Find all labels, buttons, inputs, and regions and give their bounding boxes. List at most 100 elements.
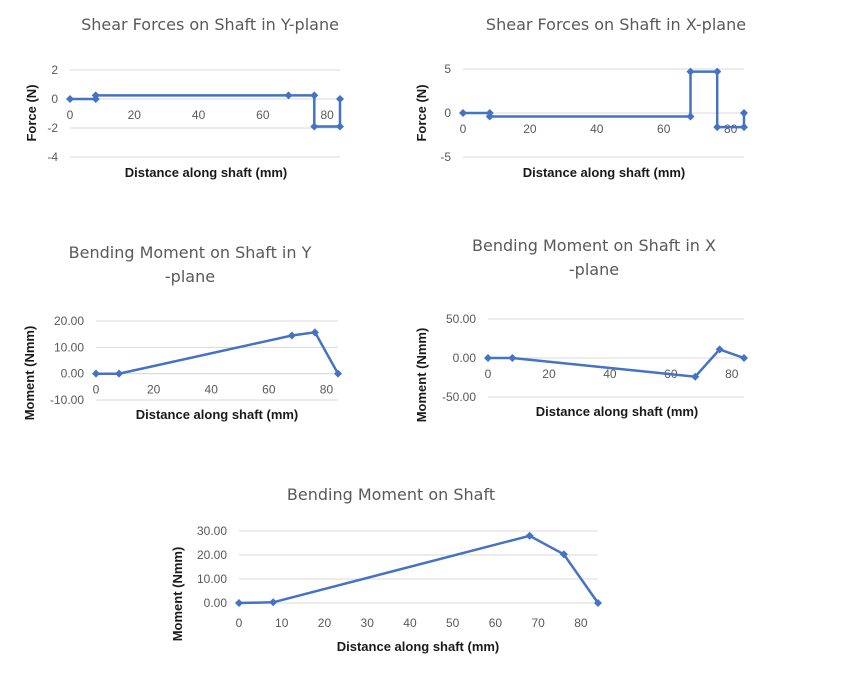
series-line bbox=[96, 330, 340, 375]
y-tick-label: -10.00 bbox=[50, 393, 84, 407]
data-point-marker bbox=[92, 369, 100, 378]
y-axis-title: Moment (Nmm) bbox=[414, 328, 429, 423]
x-tick-label: 20 bbox=[318, 616, 332, 630]
x-tick-label: 60 bbox=[256, 108, 270, 122]
chart-shear-y: Shear Forces on Shaft in Y-plane Distanc… bbox=[24, 15, 344, 180]
y-tick-label: 30.00 bbox=[197, 524, 227, 538]
data-point-marker bbox=[559, 550, 568, 559]
data-point-marker bbox=[310, 328, 319, 337]
y-tick-label: 10.00 bbox=[54, 340, 84, 354]
y-axis-title: Moment (Nmm) bbox=[170, 547, 185, 642]
y-tick-label: -2 bbox=[47, 121, 58, 135]
x-tick-label: 80 bbox=[574, 616, 588, 630]
x-tick-label: 40 bbox=[205, 383, 219, 397]
chart-title-line-1: Bending Moment on Shaft in Y bbox=[69, 243, 312, 262]
data-point-marker bbox=[713, 123, 722, 132]
y-tick-label: 50.00 bbox=[446, 312, 476, 326]
x-tick-label: 30 bbox=[361, 616, 375, 630]
data-point-marker bbox=[310, 91, 319, 100]
data-point-marker bbox=[287, 331, 296, 340]
y-tick-label: 0 bbox=[51, 92, 58, 106]
x-tick-label: 40 bbox=[603, 367, 617, 381]
chart-moment-total: Bending Moment on Shaft Distance along s… bbox=[170, 485, 602, 654]
series-line bbox=[238, 534, 600, 605]
y-tick-label: 20.00 bbox=[197, 548, 227, 562]
y-tick-label: -4 bbox=[47, 150, 58, 164]
data-point-marker bbox=[336, 95, 344, 103]
data-point-marker bbox=[484, 354, 492, 362]
data-point-marker bbox=[691, 372, 700, 381]
x-tick-label: 0 bbox=[67, 108, 74, 122]
series-line bbox=[463, 70, 746, 129]
data-point-marker bbox=[91, 91, 100, 100]
y-tick-label: -50.00 bbox=[442, 390, 476, 404]
chart-moment-y: Bending Moment on Shaft in Y -plane Dist… bbox=[22, 243, 342, 422]
chart-title: Shear Forces on Shaft in Y-plane bbox=[81, 15, 339, 34]
data-point-marker bbox=[336, 122, 344, 131]
data-point-marker bbox=[485, 112, 494, 121]
data-point-marker bbox=[713, 67, 722, 76]
data-point-marker bbox=[686, 112, 695, 121]
x-tick-label: 80 bbox=[320, 108, 334, 122]
data-point-marker bbox=[715, 345, 724, 354]
x-tick-label: 20 bbox=[542, 367, 556, 381]
chart-title: Bending Moment on Shaft bbox=[287, 485, 495, 504]
x-tick-label: 60 bbox=[657, 122, 671, 136]
x-tick-label: 0 bbox=[460, 122, 467, 136]
x-tick-label: 70 bbox=[531, 616, 545, 630]
x-tick-label: 20 bbox=[128, 108, 142, 122]
data-point-marker bbox=[284, 91, 293, 100]
x-tick-label: 80 bbox=[724, 122, 738, 136]
data-point-marker bbox=[594, 599, 602, 607]
data-point-marker bbox=[66, 95, 74, 103]
chart-title-line-2: -plane bbox=[569, 260, 619, 279]
x-tick-label: 50 bbox=[446, 616, 460, 630]
y-tick-label: 10.00 bbox=[197, 572, 227, 586]
y-tick-label: 5 bbox=[444, 62, 451, 76]
data-point-marker bbox=[740, 123, 748, 132]
y-tick-label: 0.00 bbox=[453, 351, 477, 365]
data-point-marker bbox=[508, 354, 517, 362]
data-point-marker bbox=[115, 369, 124, 378]
y-tick-label: 2 bbox=[51, 63, 58, 77]
data-point-marker bbox=[235, 599, 243, 607]
chart-shear-x: Shear Forces on Shaft in X-plane Distanc… bbox=[414, 15, 748, 180]
data-point-marker bbox=[334, 369, 342, 378]
chart-moment-x: Bending Moment on Shaft in X -plane Dist… bbox=[414, 236, 748, 422]
x-tick-label: 0 bbox=[236, 616, 243, 630]
y-axis-title: Force (N) bbox=[24, 84, 39, 141]
x-axis-title: Distance along shaft (mm) bbox=[536, 404, 699, 419]
x-axis-title: Distance along shaft (mm) bbox=[337, 639, 500, 654]
y-tick-label: 0.00 bbox=[204, 596, 228, 610]
x-tick-label: 60 bbox=[489, 616, 503, 630]
x-tick-label: 10 bbox=[275, 616, 289, 630]
x-tick-label: 20 bbox=[147, 383, 161, 397]
chart-title: Shear Forces on Shaft in X-plane bbox=[486, 15, 746, 34]
x-tick-label: 0 bbox=[93, 383, 100, 397]
y-tick-label: 20.00 bbox=[54, 314, 84, 328]
data-point-marker bbox=[740, 109, 748, 117]
x-tick-label: 0 bbox=[485, 367, 492, 381]
chart-title-line-1: Bending Moment on Shaft in X bbox=[472, 236, 716, 255]
data-point-marker bbox=[459, 109, 467, 117]
data-point-marker bbox=[740, 354, 748, 362]
chart-title-line-2: -plane bbox=[165, 267, 215, 286]
x-tick-label: 60 bbox=[262, 383, 276, 397]
x-axis-title: Distance along shaft (mm) bbox=[125, 165, 288, 180]
x-tick-label: 40 bbox=[403, 616, 417, 630]
data-point-marker bbox=[525, 531, 534, 540]
y-axis-title: Force (N) bbox=[414, 84, 429, 141]
x-tick-label: 80 bbox=[725, 367, 739, 381]
data-point-marker bbox=[310, 122, 319, 131]
x-tick-label: 40 bbox=[590, 122, 604, 136]
y-tick-label: 0.00 bbox=[61, 367, 85, 381]
x-axis-title: Distance along shaft (mm) bbox=[523, 165, 686, 180]
x-tick-label: 80 bbox=[320, 383, 334, 397]
x-tick-label: 40 bbox=[192, 108, 206, 122]
y-tick-label: 0 bbox=[444, 106, 451, 120]
y-axis-title: Moment (Nmm) bbox=[22, 326, 37, 421]
x-axis-title: Distance along shaft (mm) bbox=[136, 407, 299, 422]
y-tick-label: -5 bbox=[440, 150, 451, 164]
data-point-marker bbox=[269, 598, 278, 607]
